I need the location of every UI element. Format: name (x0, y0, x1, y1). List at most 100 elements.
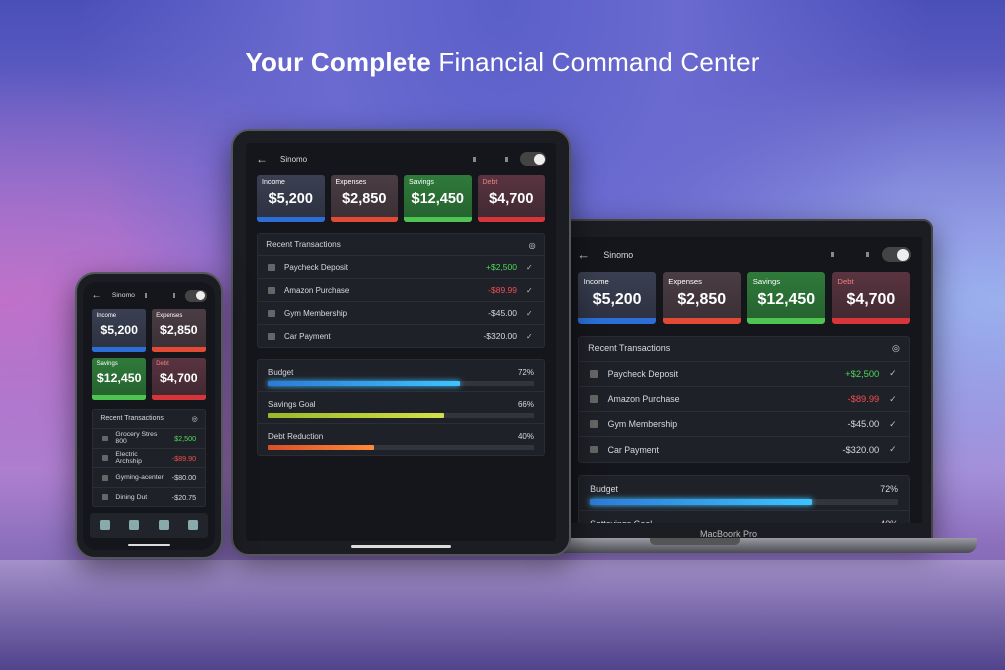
card-label: Expenses (335, 179, 367, 186)
laptop-base: MacBoork Pro (540, 529, 977, 553)
transaction-row: Dining Dut -$20.75 (93, 486, 205, 507)
back-arrow: ← (256, 152, 268, 166)
transaction-icon (268, 263, 275, 271)
transaction-amount: $2,500 (174, 433, 197, 443)
transaction-amount: -$89.99 (847, 394, 880, 405)
summary-card: Savings $12,450 (747, 272, 826, 324)
transaction-amount: -$89.90 (171, 453, 197, 463)
card-stripe (662, 317, 741, 324)
card-label: Income (262, 179, 285, 186)
app-name: Sinomo (111, 292, 135, 300)
transaction-name: Amazon Purchase (607, 394, 680, 405)
card-label: Debt (156, 361, 169, 368)
summary-card: Expenses $2,850 (151, 309, 206, 352)
transaction-row: Gym Membership -$45.00 ✓ (579, 411, 909, 436)
goal-label: Settavings Goal (590, 519, 652, 523)
card-amount: $5,200 (268, 191, 313, 208)
goal-percent: 66% (517, 399, 534, 409)
headline-bold: Your Complete (245, 47, 431, 77)
floor (0, 560, 1005, 670)
toggle (520, 152, 546, 166)
goal-header: Debt Reduction 40% (268, 432, 534, 441)
transaction-row: Gyming-acenter -$80.00 (93, 467, 205, 487)
summary-card: Savings $12,450 (92, 357, 147, 401)
progress-track (590, 498, 898, 505)
tablet-screen: ← Sinomo Income $5,200 Expenses $2,850 Savings… (246, 143, 556, 541)
transaction-amount: +$2,500 (486, 262, 517, 273)
transaction-row: Paycheck Deposit +$2,500 ✓ (579, 360, 909, 386)
transaction-name: Paycheck Deposit (284, 262, 349, 272)
transaction-name: Gyming-acenter (115, 474, 164, 482)
transaction-name: Paycheck Deposit (607, 368, 679, 379)
check-icon: ✓ (889, 368, 897, 379)
back-arrow: ← (91, 290, 102, 302)
laptop-screen: ← Sinomo Income $5,200 Expenses $2,850 Savings… (566, 237, 922, 523)
goal-percent: 72% (517, 367, 534, 377)
card-stripe (92, 395, 147, 401)
panel-icon: ◎ (191, 416, 198, 424)
transaction-amount: -$320.00 (842, 444, 880, 455)
card-label: Debt (482, 179, 498, 186)
transaction-name: Car Payment (607, 444, 660, 455)
summary-card: Debt $4,700 (831, 272, 910, 324)
check-icon: ✓ (526, 308, 533, 318)
card-stripe (404, 216, 472, 222)
transaction-row: Gym Membership -$45.00 ✓ (258, 301, 544, 324)
transaction-row: Car Payment -$320.00 ✓ (258, 324, 544, 347)
card-label: Savings (752, 276, 781, 286)
card-stripe (151, 347, 206, 352)
panel-icon: ◎ (528, 240, 536, 250)
panel-title: Recent Transactions (100, 415, 164, 423)
transaction-amount: -$45.00 (847, 419, 880, 430)
transaction-icon (101, 474, 108, 481)
transaction-name: Dining Dut (115, 493, 148, 501)
card-stripe (257, 216, 325, 222)
card-amount: $4,700 (846, 291, 896, 309)
card-label: Savings (409, 179, 434, 186)
goal-label: Budget (268, 367, 294, 377)
phone: ← Sinomo Income $5,200 Expenses $2,850 Savings… (75, 272, 223, 559)
summary-cards: Income $5,200 Expenses $2,850 Savings $12,450… (566, 272, 922, 324)
transactions-panel: Recent Transactions ◎ Paycheck Deposit +$2,… (257, 233, 545, 349)
check-icon: ✓ (889, 418, 897, 429)
transaction-amount: -$320.00 (483, 331, 517, 342)
card-label: Income (583, 276, 609, 286)
nav-icon (158, 520, 169, 531)
card-amount: $12,450 (757, 291, 816, 309)
check-icon: ✓ (526, 285, 533, 295)
panel-header: Recent Transactions ◎ (258, 234, 544, 255)
transaction-row: Amazon Purchase -$89.99 ✓ (258, 278, 544, 301)
summary-card: Debt $4,700 (477, 175, 545, 222)
progress-track (268, 444, 534, 451)
nav-bar (89, 512, 209, 539)
headline: Your Complete Financial Command Center (0, 47, 1005, 78)
app-header: ← Sinomo (566, 237, 922, 272)
transaction-amount: -$80.00 (171, 473, 197, 483)
card-label: Debt (837, 276, 854, 286)
nav-icon (188, 520, 199, 531)
status-icons (830, 251, 870, 258)
transactions-panel: Recent Transactions ◎ Paycheck Deposit +$2,… (578, 335, 910, 463)
transaction-row: Amazon Purchase -$89.99 ✓ (579, 385, 909, 411)
goal-row: Settavings Goal 40% (579, 510, 909, 523)
summary-card: Income $5,200 (92, 309, 147, 352)
transaction-icon (268, 332, 275, 340)
summary-cards: Income $5,200 Expenses $2,850 Savings $12,450… (246, 175, 556, 222)
card-stripe (151, 395, 206, 401)
goal-label: Savings Goal (268, 399, 316, 409)
transaction-row: Paycheck Deposit +$2,500 ✓ (258, 255, 544, 278)
transaction-name: Gym Membership (607, 419, 678, 430)
card-amount: $5,200 (592, 291, 642, 309)
app-name: Sinomo (280, 154, 308, 164)
transaction-amount: -$89.99 (488, 285, 517, 296)
goal-percent: 72% (880, 484, 898, 495)
laptop-brand: MacBoork Pro (699, 529, 758, 539)
app-header: ← Sinomo (246, 143, 556, 175)
goal-row: Debt Reduction 40% (258, 423, 544, 455)
home-bar (351, 545, 451, 548)
panel-icon: ◎ (892, 343, 900, 354)
card-amount: $4,700 (489, 191, 534, 208)
transaction-icon (268, 286, 275, 294)
nav-icon (99, 520, 110, 531)
toggle (882, 246, 911, 263)
